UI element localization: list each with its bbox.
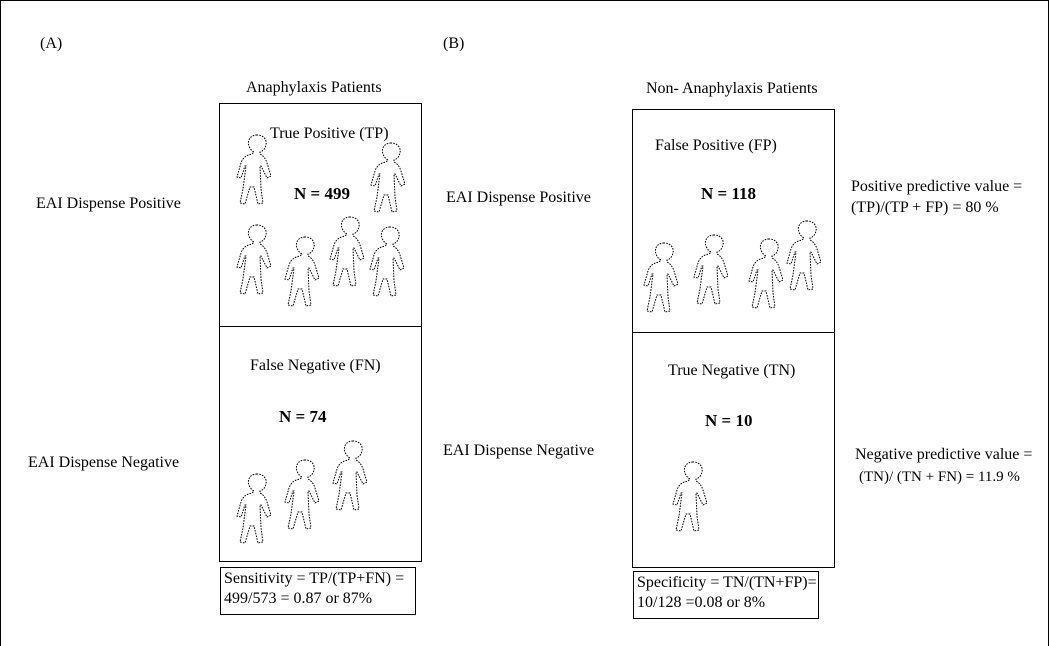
person-outline-icon bbox=[236, 224, 272, 295]
person-outline-icon bbox=[672, 461, 708, 532]
person-outline-icon bbox=[329, 216, 365, 287]
panel-a-tp-label: True Positive (TP) bbox=[270, 125, 389, 142]
specificity-line-2: 10/128 =0.08 or 8% bbox=[637, 594, 766, 611]
sensitivity-line-1: Sensitivity = TP/(TP+FN) = bbox=[224, 570, 405, 587]
person-outline-icon bbox=[369, 226, 405, 297]
panel-a-sensitivity-box: Sensitivity = TP/(TP+FN) = 499/573 = 0.8… bbox=[220, 567, 416, 615]
person-outline-icon bbox=[236, 473, 272, 544]
panel-b-tn-count: N = 10 bbox=[705, 411, 753, 430]
panel-a-row-negative: EAI Dispense Negative bbox=[28, 454, 180, 471]
panel-a-label: (A) bbox=[40, 35, 63, 52]
panel-b-row-negative: EAI Dispense Negative bbox=[443, 442, 595, 459]
sensitivity-line-2: 499/573 = 0.87 or 87% bbox=[224, 590, 373, 607]
person-outline-icon bbox=[284, 459, 320, 530]
person-outline-icon bbox=[370, 142, 406, 213]
specificity-line-1: Specificity = TN/(TN+FP)= bbox=[637, 574, 817, 591]
panel-a-tp-count: N = 499 bbox=[294, 184, 350, 203]
person-outline-icon bbox=[284, 236, 320, 307]
npv-line-2: (TN)/ (TN + FN) = 11.9 % bbox=[859, 469, 1020, 485]
person-outline-icon bbox=[748, 238, 784, 309]
ppv-line-1: Positive predictive value = bbox=[851, 178, 1023, 195]
npv-line-1: Negative predictive value = bbox=[855, 446, 1033, 463]
panel-b-specificity-box: Specificity = TN/(TN+FP)= 10/128 =0.08 o… bbox=[633, 571, 819, 619]
person-outline-icon bbox=[236, 134, 272, 205]
person-outline-icon bbox=[786, 220, 822, 291]
panel-a-title: Anaphylaxis Patients bbox=[246, 79, 382, 96]
panel-b-tn-label: True Negative (TN) bbox=[668, 362, 796, 379]
panel-a-row-positive: EAI Dispense Positive bbox=[36, 195, 181, 212]
panel-b-row-positive: EAI Dispense Positive bbox=[446, 189, 591, 206]
panel-b-label: (B) bbox=[443, 35, 465, 52]
ppv-line-2: (TP)/(TP + FP) = 80 % bbox=[851, 199, 999, 216]
panel-b-title: Non- Anaphylaxis Patients bbox=[646, 80, 818, 97]
person-outline-icon bbox=[643, 242, 679, 313]
person-outline-icon bbox=[332, 440, 368, 511]
panel-a-fn-label: False Negative (FN) bbox=[250, 357, 381, 374]
person-outline-icon bbox=[693, 234, 729, 305]
panel-a-false-negative-cell bbox=[219, 326, 422, 562]
panel-b-fp-count: N = 118 bbox=[701, 184, 757, 203]
panel-b-fp-label: False Positive (FP) bbox=[655, 137, 777, 154]
panel-b-true-negative-cell bbox=[632, 332, 835, 568]
panel-a-fn-count: N = 74 bbox=[279, 407, 327, 426]
